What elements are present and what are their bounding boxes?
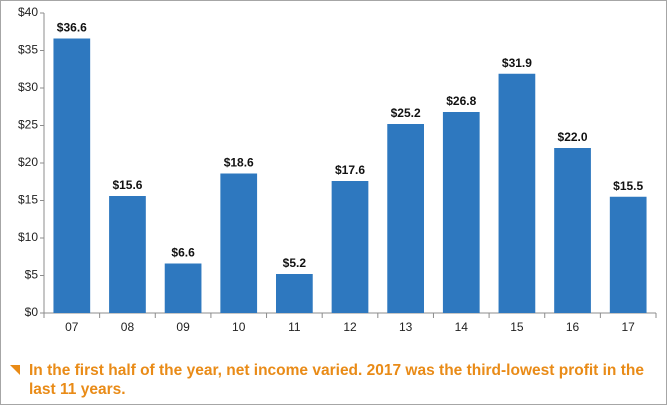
value-label: $31.9	[502, 56, 532, 70]
value-label: $36.6	[57, 21, 87, 35]
bar	[609, 196, 647, 313]
y-tick-label: $30	[18, 80, 38, 94]
value-label: $22.0	[558, 130, 588, 144]
value-label: $18.6	[224, 156, 254, 170]
value-label: $6.6	[171, 246, 195, 260]
x-tick-label: 07	[65, 320, 79, 334]
caption: In the first half of the year, net incom…	[29, 362, 644, 398]
x-tick-label: 17	[622, 320, 636, 334]
value-label: $5.2	[283, 256, 307, 270]
y-tick-label: $25	[18, 118, 38, 132]
y-tick-label: $40	[18, 5, 38, 19]
bar	[554, 148, 591, 313]
y-tick-label: $15	[18, 193, 38, 207]
chart: $0 $5 $10 $15 $20 $25 $30 $35 $40 07 $36.6 08 $15.6 0…	[18, 5, 657, 334]
y-tick-label: $10	[18, 230, 38, 244]
x-tick-label: 10	[232, 320, 246, 334]
x-tick-label: 14	[455, 320, 469, 334]
value-label: $15.5	[613, 179, 643, 193]
bar	[276, 274, 313, 313]
bar	[442, 112, 480, 313]
x-tick-label: 16	[566, 320, 580, 334]
bar	[220, 173, 258, 313]
y-tick-label: $35	[18, 43, 38, 57]
bar	[331, 181, 369, 313]
bar	[387, 124, 424, 313]
value-label: $15.6	[112, 178, 142, 192]
y-tick-label: $0	[25, 305, 39, 319]
bar	[53, 38, 91, 313]
y-tick-label: $20	[18, 155, 38, 169]
y-tick-label: $5	[25, 268, 39, 282]
bar	[498, 73, 536, 313]
bar	[164, 263, 202, 313]
x-tick-label: 12	[343, 320, 357, 334]
bar	[109, 196, 146, 313]
x-tick-label: 09	[176, 320, 190, 334]
value-label: $17.6	[335, 163, 365, 177]
value-label: $26.8	[446, 94, 476, 108]
value-label: $25.2	[391, 106, 421, 120]
x-tick-label: 15	[510, 320, 524, 334]
caption-marker	[10, 365, 20, 375]
x-tick-label: 13	[399, 320, 413, 334]
x-tick-label: 08	[121, 320, 135, 334]
x-tick-label: 11	[288, 320, 301, 334]
